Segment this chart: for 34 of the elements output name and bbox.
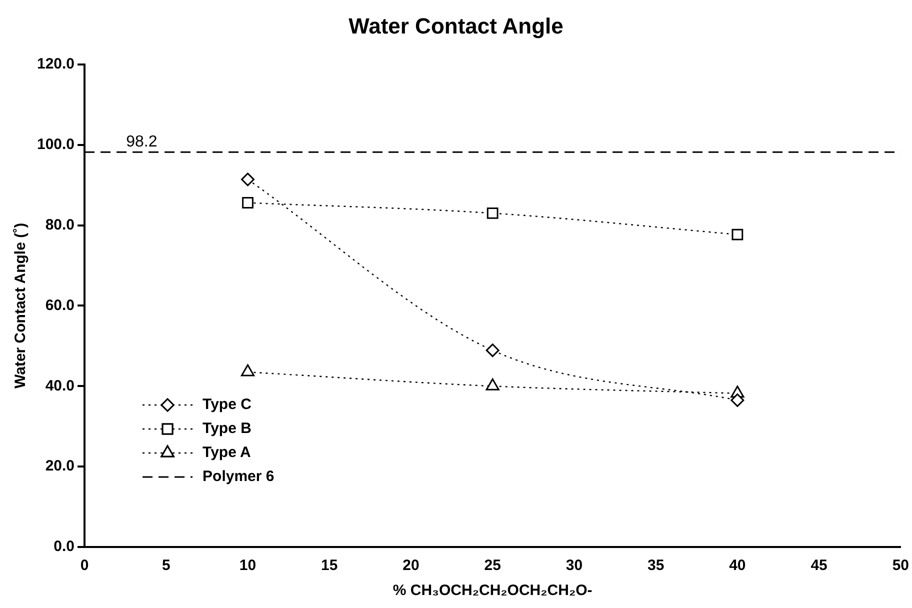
- y-tick-label: 0.0: [54, 538, 75, 556]
- y-tick-label: 120.0: [36, 56, 75, 73]
- x-tick-label: 45: [810, 557, 828, 574]
- x-tick-label: 30: [566, 557, 583, 574]
- x-tick-label: 0: [80, 557, 89, 574]
- x-tick-label: 40: [729, 557, 746, 574]
- x-tick-label: 35: [647, 557, 664, 574]
- x-tick-label: 20: [402, 557, 420, 574]
- legend-label: Polymer 6: [202, 468, 274, 486]
- point: [730, 393, 744, 407]
- annotation: 98.2: [126, 133, 158, 150]
- chart-title: Water Contact Angle: [348, 13, 564, 38]
- y-axis-title: Water Contact Angle (˚): [12, 222, 30, 388]
- y-tick-label: 60.0: [45, 296, 75, 314]
- point: [732, 228, 744, 240]
- point: [486, 378, 500, 390]
- legend-label: Type C: [202, 396, 252, 414]
- point: [242, 197, 254, 208]
- x-tick-label: 50: [892, 557, 909, 574]
- y-tick-label: 40.0: [45, 377, 75, 394]
- x-axis-title: % CH₃OCH₂CH₂OCH₂CH₂O-: [392, 582, 592, 600]
- point: [486, 344, 500, 358]
- legend-label: Type A: [202, 444, 252, 462]
- legend-label: Type B: [202, 420, 252, 438]
- point: [241, 172, 255, 186]
- x-tick-label: 10: [239, 557, 256, 574]
- y-tick-label: 100.0: [36, 136, 75, 153]
- x-tick-label: 5: [162, 557, 170, 574]
- y-tick-label: 80.0: [45, 216, 75, 234]
- x-tick-label: 25: [484, 557, 501, 574]
- point: [486, 208, 498, 219]
- point: [240, 364, 255, 376]
- x-tick-label: 15: [321, 557, 338, 574]
- y-tick-label: 20.0: [45, 458, 75, 475]
